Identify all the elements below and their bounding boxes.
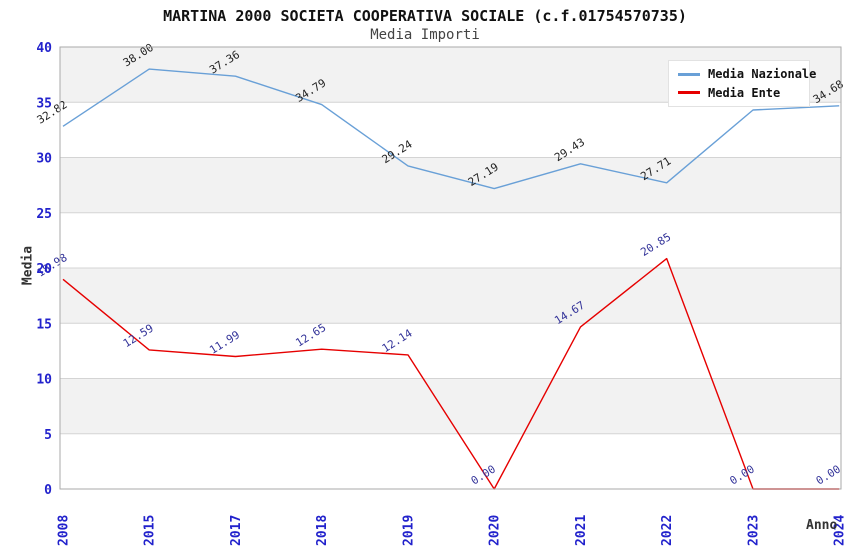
legend: Media Nazionale Media Ente [668,60,816,107]
plot-border [59,46,842,490]
point-label: 12.65 [293,321,328,350]
x-tick-label: 2019 [402,515,417,546]
y-tick-label: 10 [36,373,52,388]
x-tick-label: 2024 [833,515,848,546]
y-tick-label: 40 [36,41,52,56]
legend-item-media-ente: Media Ente [669,86,809,100]
y-axis-title: Media [20,245,36,286]
legend-item-media-nazionale: Media Nazionale [669,67,816,81]
x-tick-label: 2018 [315,515,330,546]
ente-line-swatch-icon [678,91,700,95]
y-tick-label: 20 [36,262,52,277]
y-tick-label: 5 [44,428,52,443]
point-label: 20.85 [638,230,673,259]
grid-band [60,268,841,324]
grid-band [60,378,841,434]
x-tick-label: 2017 [229,515,244,546]
y-tick-label: 0 [44,483,52,498]
point-label: 0.00 [814,462,843,487]
x-tick-label: 2022 [660,515,675,546]
chart-subtitle: Media Importi [370,27,480,43]
point-label: 0.00 [469,462,498,487]
point-label: 11.99 [207,328,242,357]
chart-title: MARTINA 2000 SOCIETA COOPERATIVA SOCIALE… [163,7,687,25]
series-line-media-nazionale [62,68,840,190]
x-tick-label: 2023 [747,515,762,546]
point-label: 12.59 [121,322,156,351]
x-tick-label: 2021 [574,515,589,546]
y-tick-label: 15 [36,317,52,332]
series-line-media-ente [62,257,840,490]
legend-label: Media Ente [708,85,781,100]
x-tick-label: 2015 [143,515,158,546]
x-axis-title: Anno [806,518,838,533]
point-label: 12.14 [380,326,415,355]
point-label: 0.00 [727,462,756,487]
grid-band [60,157,841,213]
y-tick-label: 25 [36,207,52,222]
y-tick-label: 30 [36,152,52,167]
x-tick-label: 2020 [488,515,503,546]
legend-label: Media Nazionale [708,67,817,82]
x-tick-label: 2008 [57,515,72,546]
y-tick-label: 35 [36,96,52,111]
nazionale-line-swatch-icon [678,72,700,76]
